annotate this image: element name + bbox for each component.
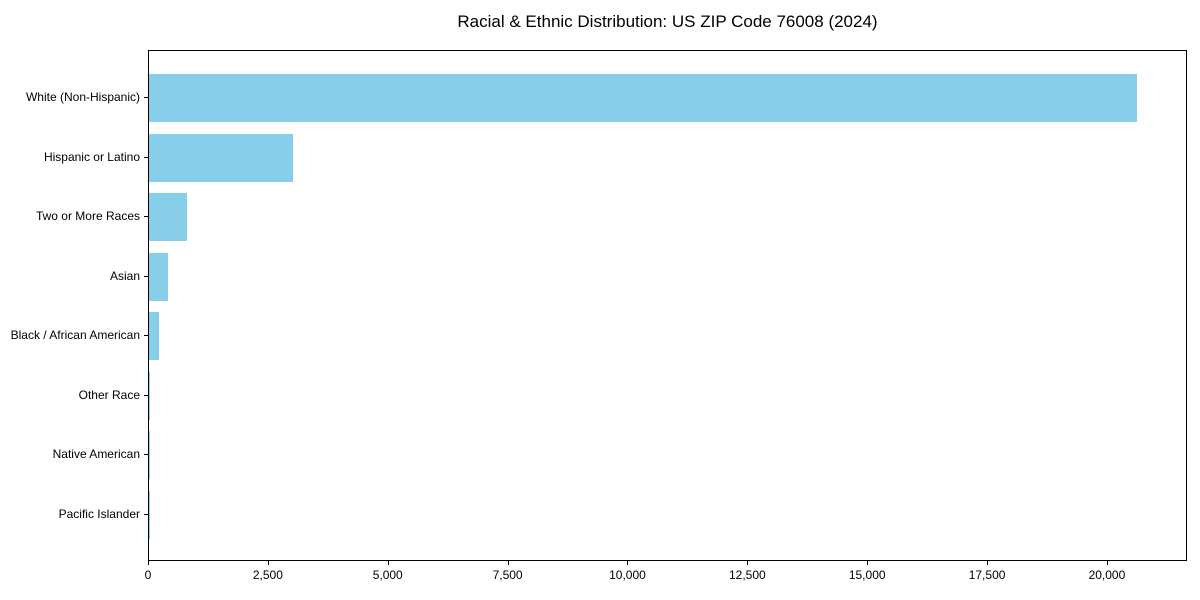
x-axis-label-20000: 20,000 — [1088, 568, 1126, 582]
y-axis-label-other-race: Other Race — [78, 387, 140, 402]
y-tick-hispanic-or-latino — [144, 156, 148, 158]
x-axis-label-5000: 5,000 — [372, 568, 403, 582]
x-tick-5000 — [387, 561, 389, 565]
x-axis-label-17500: 17,500 — [968, 568, 1006, 582]
x-axis-label-12500: 12,500 — [728, 568, 766, 582]
y-tick-other-race — [144, 394, 148, 396]
plot-area — [148, 50, 1187, 561]
chart-title: Racial & Ethnic Distribution: US ZIP Cod… — [457, 12, 878, 31]
bar-other-race — [149, 371, 151, 420]
x-tick-17500 — [987, 561, 989, 565]
x-tick-20000 — [1106, 561, 1108, 565]
x-axis-label-2500: 2,500 — [252, 568, 283, 582]
x-tick-2500 — [267, 561, 269, 565]
x-axis-label-10000: 10,000 — [609, 568, 646, 582]
x-axis-label-7500: 7,500 — [492, 568, 523, 582]
y-tick-asian — [144, 275, 148, 277]
bar-two-or-more-races — [149, 193, 187, 242]
x-tick-15000 — [867, 561, 869, 565]
y-axis-label-pacific-islander: Pacific Islander — [58, 506, 140, 521]
y-tick-white-non-hispanic — [144, 97, 148, 99]
x-axis-label-15000: 15,000 — [848, 568, 886, 582]
y-tick-black-african-american — [144, 335, 148, 337]
x-tick-10000 — [627, 561, 629, 565]
y-tick-pacific-islander — [144, 513, 148, 515]
bar-hispanic-or-latino — [149, 133, 293, 182]
x-tick-0 — [148, 561, 149, 565]
x-axis-label-0: 0 — [144, 568, 152, 582]
x-tick-12500 — [747, 561, 749, 565]
bar-asian — [149, 252, 168, 301]
y-axis-label-hispanic-or-latino: Hispanic or Latino — [43, 149, 140, 164]
y-axis-label-two-or-more-races: Two or More Races — [35, 209, 140, 224]
y-axis-label-black-african-american: Black / African American — [10, 328, 140, 343]
y-tick-native-american — [144, 454, 148, 456]
y-axis-label-asian: Asian — [109, 268, 140, 283]
y-axis-label-white-non-hispanic: White (Non-Hispanic) — [25, 90, 140, 105]
y-axis-label-native-american: Native American — [52, 447, 140, 462]
x-tick-7500 — [507, 561, 509, 565]
bar-black-african-american — [149, 312, 159, 361]
y-tick-two-or-more-races — [144, 216, 148, 218]
bar-white-non-hispanic — [149, 74, 1137, 123]
